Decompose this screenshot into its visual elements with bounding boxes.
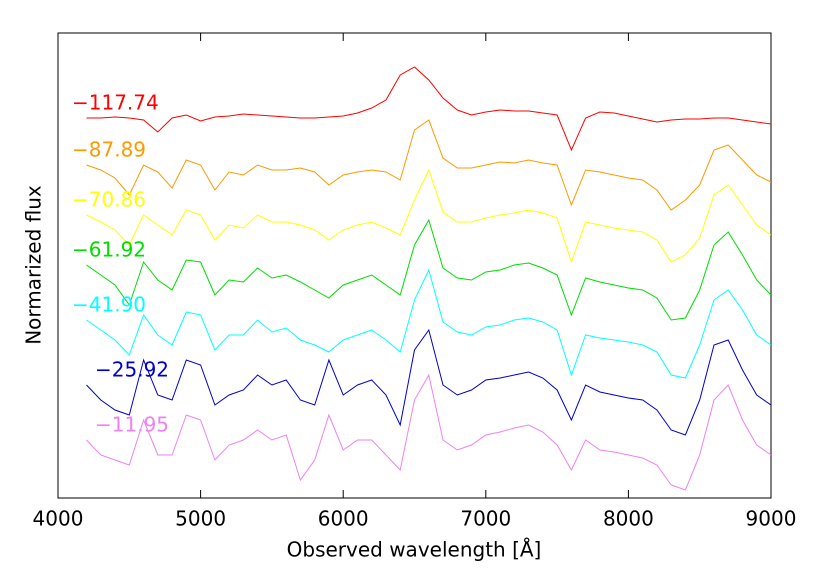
spectrum-line xyxy=(86,373,772,491)
x-tick-label: 6000 xyxy=(318,507,369,531)
spectrum-line xyxy=(86,268,772,379)
series-label: −41.90 xyxy=(72,293,146,317)
spectrum-line xyxy=(86,119,772,211)
plot-frame xyxy=(57,32,772,499)
x-tick-label: 8000 xyxy=(603,507,654,531)
series-label: −117.74 xyxy=(72,91,159,115)
spectrum-line xyxy=(86,66,772,152)
spectrum-line xyxy=(86,168,772,264)
series-label: −70.86 xyxy=(72,188,146,212)
series-label: −87.89 xyxy=(72,138,146,162)
x-tick-label: 5000 xyxy=(175,507,226,531)
x-tick-label: 9000 xyxy=(746,507,797,531)
series-label: −25.92 xyxy=(95,358,169,382)
y-axis-label: Normarized flux xyxy=(22,185,46,345)
x-tick-label: 4000 xyxy=(33,507,84,531)
series-label: −61.92 xyxy=(72,238,146,262)
x-tick-label: 7000 xyxy=(460,507,511,531)
spectrum-line xyxy=(86,328,772,436)
x-axis-label: Observed wavelength [Å] xyxy=(287,538,542,562)
series-label: −11.95 xyxy=(95,413,169,437)
spectrum-line xyxy=(86,218,772,321)
